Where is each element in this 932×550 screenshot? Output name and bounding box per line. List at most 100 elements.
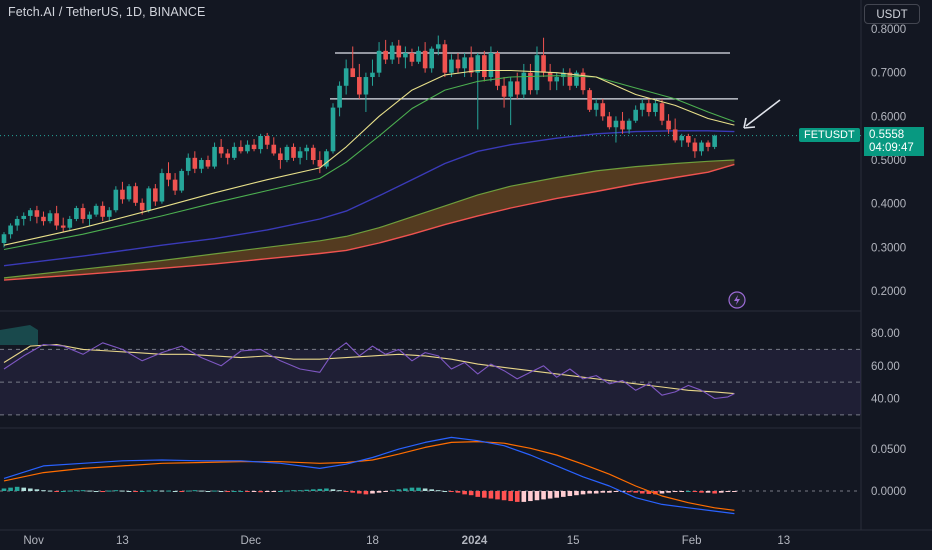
candle bbox=[212, 142, 217, 169]
macd-histogram-bar bbox=[357, 491, 362, 494]
candle bbox=[475, 53, 481, 130]
macd-histogram-bar bbox=[403, 488, 408, 491]
time-tick-label: 13 bbox=[777, 535, 790, 547]
countdown-tag: 04:09:47 bbox=[864, 141, 924, 156]
candle bbox=[607, 111, 612, 130]
ema-fast-line bbox=[3, 69, 735, 246]
chart-title: Fetch.AI / TetherUS, 1D, BINANCE bbox=[8, 5, 206, 19]
macd-histogram-bar bbox=[317, 488, 323, 491]
rsi-tick-label: 40.00 bbox=[871, 394, 900, 406]
candle-body bbox=[1, 234, 7, 243]
candle bbox=[330, 103, 336, 154]
candle bbox=[534, 46, 540, 95]
candle-body bbox=[330, 107, 336, 152]
candle-body bbox=[653, 103, 658, 112]
candle-body bbox=[166, 173, 171, 180]
candle bbox=[185, 153, 191, 176]
candle bbox=[587, 87, 592, 112]
rsi-overbought-fill bbox=[0, 325, 38, 345]
candle bbox=[574, 70, 579, 88]
candle-body bbox=[475, 55, 481, 73]
candle-body bbox=[705, 142, 711, 147]
time-tick-label: Dec bbox=[241, 535, 262, 547]
candle-body bbox=[567, 72, 573, 86]
macd-histogram-bar bbox=[462, 491, 467, 495]
candle-body bbox=[514, 81, 520, 95]
candle-body bbox=[574, 72, 579, 86]
macd-histogram-bar bbox=[653, 491, 658, 495]
macd-histogram-bar bbox=[34, 489, 40, 491]
candle-body bbox=[534, 55, 540, 91]
candle bbox=[376, 42, 382, 78]
candle-body bbox=[199, 160, 204, 169]
candle bbox=[232, 142, 237, 161]
candle-body bbox=[153, 188, 158, 202]
macd-histogram-bar bbox=[212, 490, 217, 492]
macd-histogram-bar bbox=[521, 491, 527, 502]
candle-body bbox=[383, 50, 388, 60]
candle-body bbox=[686, 135, 691, 143]
macd-histogram-bar bbox=[238, 491, 244, 492]
ema-blue-line bbox=[3, 130, 735, 267]
candle-body bbox=[435, 44, 441, 49]
macd-histogram-bar bbox=[389, 490, 395, 492]
macd-line bbox=[3, 436, 735, 515]
candle bbox=[284, 144, 290, 163]
candle bbox=[699, 140, 704, 156]
macd-histogram-bar bbox=[679, 491, 685, 492]
candle bbox=[324, 149, 329, 169]
macd-histogram-bar bbox=[672, 491, 678, 492]
candle-body bbox=[370, 72, 375, 78]
candle-body bbox=[409, 53, 415, 62]
macd-histogram-bar bbox=[93, 491, 99, 492]
macd-histogram-bar bbox=[1, 488, 7, 491]
candle-body bbox=[60, 225, 66, 228]
currency-button[interactable]: USDT bbox=[864, 4, 920, 24]
candle bbox=[205, 155, 211, 169]
time-tick-label: Feb bbox=[682, 535, 702, 547]
macd-histogram-bar bbox=[376, 491, 382, 493]
macd-histogram-bar bbox=[370, 491, 375, 494]
candle-body bbox=[337, 85, 342, 108]
macd-histogram-bar bbox=[310, 489, 316, 491]
candle bbox=[357, 63, 362, 99]
price-tag: 0.5558 bbox=[864, 127, 924, 143]
macd-tick-label: 0.0000 bbox=[871, 486, 906, 498]
candle-body bbox=[258, 135, 263, 150]
candle-body bbox=[87, 214, 92, 219]
macd-histogram-bar bbox=[67, 490, 73, 492]
macd-histogram-bar bbox=[495, 491, 500, 500]
macd-histogram-bar bbox=[639, 491, 645, 494]
candle-body bbox=[8, 225, 13, 235]
candle bbox=[639, 98, 645, 117]
candle-body bbox=[317, 160, 323, 167]
macd-histogram-bar bbox=[324, 488, 329, 491]
macd-histogram-bar bbox=[330, 489, 336, 491]
macd-histogram-bar bbox=[580, 491, 586, 495]
candle-body bbox=[600, 103, 606, 117]
candle bbox=[245, 140, 250, 154]
candle-body bbox=[528, 72, 533, 91]
candle-body bbox=[67, 218, 73, 228]
candle-body bbox=[54, 213, 59, 226]
candle bbox=[350, 46, 356, 78]
candle-body bbox=[185, 157, 191, 171]
candle-body bbox=[462, 57, 467, 69]
candle bbox=[21, 212, 27, 226]
candle-body bbox=[100, 205, 105, 217]
candle-body bbox=[113, 189, 119, 211]
candle bbox=[291, 143, 296, 161]
candle-body bbox=[541, 55, 546, 73]
candle bbox=[370, 59, 375, 86]
macd-histogram-bar bbox=[297, 490, 303, 492]
macd-histogram-bar bbox=[732, 491, 737, 492]
candle bbox=[600, 98, 606, 121]
price-tick-label: 0.4000 bbox=[871, 199, 906, 211]
candle-body bbox=[324, 151, 329, 167]
macd-histogram-bar bbox=[567, 491, 573, 497]
macd-histogram-bar bbox=[541, 491, 546, 500]
candle bbox=[396, 39, 402, 64]
candle bbox=[87, 211, 92, 226]
